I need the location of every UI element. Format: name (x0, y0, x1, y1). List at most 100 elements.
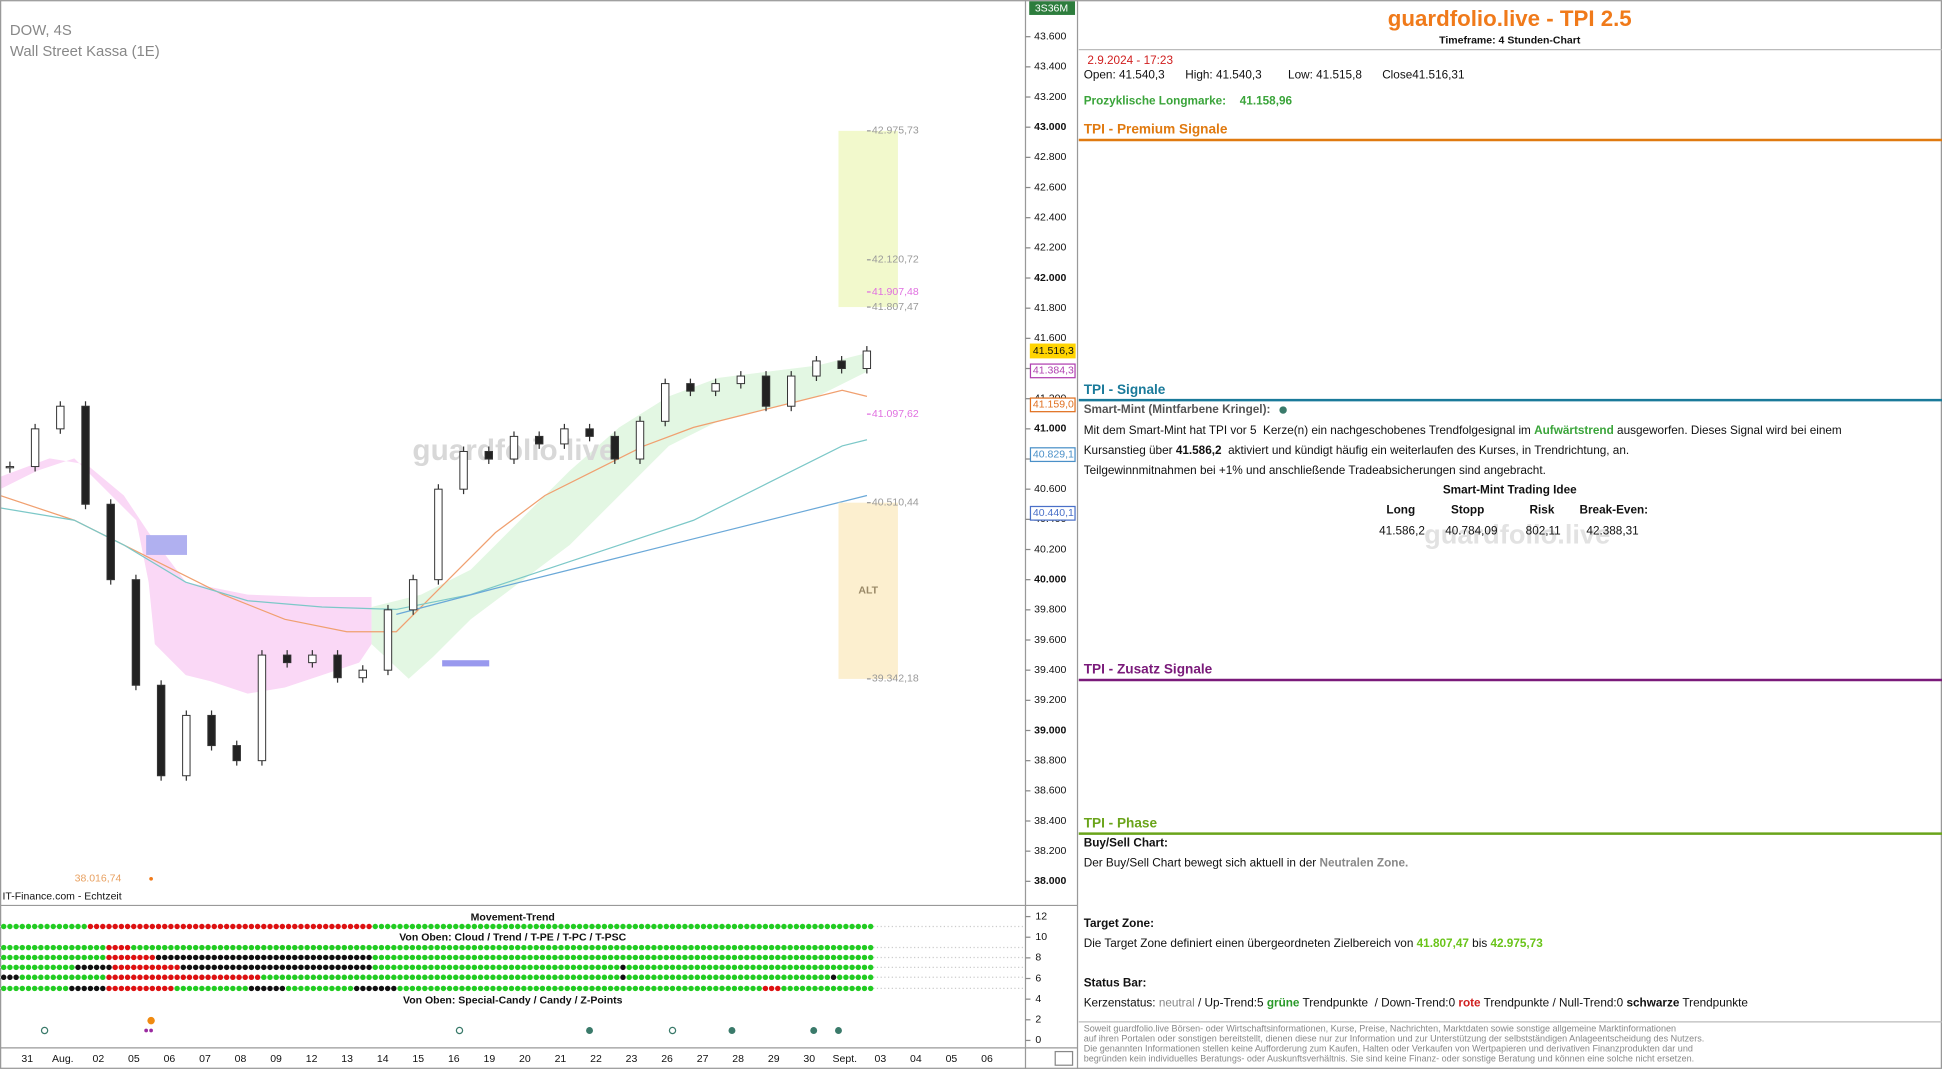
trend-dot (87, 954, 94, 961)
trend-dot (688, 944, 694, 951)
trend-dot (440, 974, 447, 980)
trend-dot (205, 923, 211, 930)
trend-dot (199, 923, 205, 930)
trend-dot (298, 974, 304, 980)
trend-dot (310, 974, 317, 980)
trend-dot (50, 974, 56, 980)
z-point (40, 1026, 49, 1035)
trend-dot (564, 954, 570, 961)
trend-dot (75, 985, 81, 992)
x-tick-label: 06 (164, 1053, 176, 1065)
trend-dot (310, 964, 317, 971)
trend-dot (415, 964, 422, 971)
trend-dot (762, 954, 769, 961)
trend-dot (638, 964, 645, 971)
trend-dot (675, 954, 682, 961)
trend-dot (638, 923, 645, 930)
trend-dot (843, 964, 849, 971)
trend-dot (106, 923, 112, 930)
trend-dot (25, 954, 32, 961)
trend-dot (867, 974, 874, 980)
trend-dot (93, 985, 100, 992)
trend-dot (248, 985, 255, 992)
trend-dot (570, 974, 577, 980)
trend-dot (471, 985, 478, 992)
icon[interactable] (1054, 1050, 1074, 1066)
x-tick-label: 29 (768, 1053, 780, 1065)
disclaimer: Soweit guardfolio.live Börsen- oder Wirt… (1084, 1024, 1676, 1034)
cloud-green (371, 353, 867, 679)
trend-dot (242, 954, 248, 961)
trend-dot (750, 954, 756, 961)
trend-dot (384, 974, 391, 980)
trend-dot (675, 923, 682, 930)
candle (509, 435, 519, 460)
trend-dot (762, 944, 769, 951)
trend-dot (137, 944, 143, 951)
trend-dot (731, 944, 738, 951)
trend-dot (7, 974, 13, 980)
trend-dot (787, 964, 793, 971)
trend-dot (13, 954, 19, 961)
trend-dot (645, 923, 651, 930)
trend-dot (527, 974, 533, 980)
trend-dot (316, 974, 323, 980)
trend-dot (174, 954, 180, 961)
trend-dot (199, 964, 205, 971)
trend-dot (341, 923, 348, 930)
trend-dot (298, 954, 304, 961)
trend-dot (366, 985, 372, 992)
trend-dot (533, 964, 540, 971)
trend-dot (682, 985, 688, 992)
x-tick-label: 16 (448, 1053, 460, 1065)
trend-dot (651, 954, 657, 961)
trend-dot (168, 985, 174, 992)
trend-dot (118, 964, 125, 971)
trend-dot (521, 964, 527, 971)
trend-dot (663, 985, 670, 992)
trend-dot (601, 923, 608, 930)
trend-dot (50, 985, 56, 992)
trend-dot (484, 954, 490, 961)
trend-dot (552, 985, 558, 992)
trend-dot (775, 954, 781, 961)
trend-dot (143, 964, 149, 971)
trend-dot (719, 985, 725, 992)
trend-dot (422, 974, 428, 980)
trend-dot (415, 974, 422, 980)
trend-dot (533, 923, 540, 930)
trend-dot (118, 954, 125, 961)
candle (812, 360, 821, 377)
trend-dot (558, 954, 564, 961)
trend-dot (477, 985, 484, 992)
trend-dot (583, 923, 589, 930)
trend-dot (564, 923, 570, 930)
trend-dot (124, 954, 131, 961)
trend-dot (595, 923, 601, 930)
trend-dot (428, 954, 434, 961)
x-tick-label: 08 (235, 1053, 247, 1065)
trend-dot (830, 964, 837, 971)
trend-dot (663, 923, 670, 930)
trend-dot (155, 954, 162, 961)
level-label: 41.097,62 (872, 408, 919, 420)
trend-dot (651, 985, 657, 992)
trend-dot (706, 954, 713, 961)
trend-dot (310, 944, 317, 951)
trend-dot (737, 964, 744, 971)
trend-dot (533, 944, 540, 951)
trend-dot (31, 923, 38, 930)
trend-dot (843, 923, 849, 930)
trend-dot (316, 985, 323, 992)
trend-dot (440, 985, 447, 992)
trend-dot (230, 954, 236, 961)
trend-dot (44, 985, 50, 992)
y-tick-label: 41.600 (1034, 332, 1066, 344)
ohlc: Open: 41.540,3 High: 41.540,3 Low: 41.515,… (1084, 69, 1465, 82)
trend-dot (267, 923, 273, 930)
trend-dot (657, 954, 663, 961)
trend-dot (285, 974, 292, 980)
y-tick-label: 43.400 (1034, 61, 1066, 73)
trend-dot (0, 964, 7, 971)
trend-dot (366, 923, 372, 930)
